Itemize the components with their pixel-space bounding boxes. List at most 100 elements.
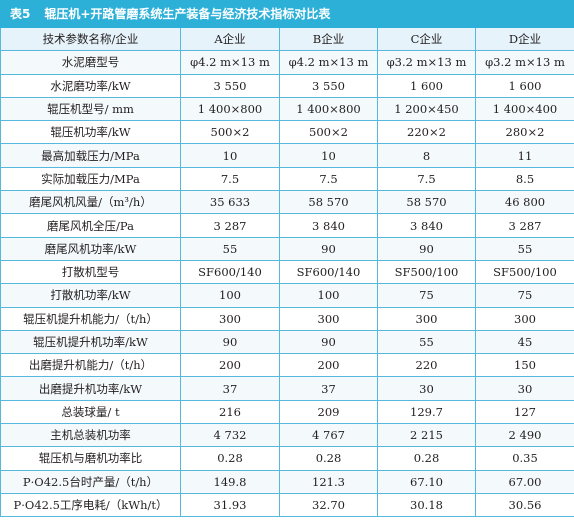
cell-parameter: 辊压机与磨机功率比: [0, 446, 181, 471]
table-row: P·O42.5工序电耗/（kWh/t） 31.93 32.70 30.18 30.56: [0, 493, 574, 518]
cell-c: 90: [377, 237, 476, 261]
cell-c: 3 840: [377, 213, 476, 238]
cell-c: 220: [377, 353, 476, 378]
cell-d: 1 400×400: [475, 97, 574, 122]
cell-parameter: P·O42.5台时产量/（t/h）: [0, 470, 181, 494]
cell-d: 3 287: [475, 213, 574, 238]
cell-d: φ3.2 m×13 m: [475, 50, 574, 75]
cell-b: 58 570: [279, 190, 378, 215]
cell-a: 3 287: [180, 213, 280, 238]
table-row: 水泥磨功率/kW 3 550 3 550 1 600 1 600: [0, 74, 574, 98]
table-row: 实际加载压力/MPa 7.5 7.5 7.5 8.5: [0, 167, 574, 192]
table-row: 水泥磨型号 φ4.2 m×13 m φ4.2 m×13 m φ3.2 m×13 m φ3…: [0, 50, 574, 75]
cell-a: 216: [180, 400, 280, 425]
cell-c: 0.28: [377, 446, 476, 471]
cell-b: 1 400×800: [279, 97, 378, 122]
table-row: 辊压机提升机功率/kW 90 90 55 45: [0, 330, 574, 355]
cell-d: 2 490: [475, 423, 574, 448]
table-row: 主机总装机功率 4 732 4 767 2 215 2 490: [0, 423, 574, 448]
table-row: 磨尾风机功率/kW 55 90 90 55: [0, 237, 574, 261]
table-row: 辊压机功率/kW 500×2 500×2 220×2 280×2: [0, 120, 574, 145]
cell-d: SF500/100: [475, 260, 574, 285]
cell-a: φ4.2 m×13 m: [180, 50, 280, 75]
cell-b: 209: [279, 400, 378, 425]
cell-a: 200: [180, 353, 280, 378]
cell-parameter: 磨尾风机功率/kW: [0, 237, 181, 261]
cell-parameter: 打散机型号: [0, 260, 181, 285]
cell-c: φ3.2 m×13 m: [377, 50, 476, 75]
cell-c: 75: [377, 283, 476, 308]
cell-a: 1 400×800: [180, 97, 280, 122]
table-row: 出磨提升机能力/（t/h） 200 200 220 150: [0, 353, 574, 378]
cell-c: 1 200×450: [377, 97, 476, 122]
cell-parameter: 出磨提升机功率/kW: [0, 376, 181, 401]
cell-a: 10: [180, 143, 280, 168]
header-row: 技术参数名称/企业 A企业 B企业 C企业 D企业: [0, 28, 574, 52]
cell-c: 1 600: [377, 74, 476, 98]
cell-c: 55: [377, 330, 476, 355]
cell-d: 1 600: [475, 74, 574, 98]
header-cell-parameter: 技术参数名称/企业: [0, 28, 181, 52]
table-number: 表5: [10, 7, 31, 21]
cell-c: 300: [377, 307, 476, 331]
table-row: 打散机型号 SF600/140 SF600/140 SF500/100 SF500/10…: [0, 260, 574, 285]
cell-b: 10: [279, 143, 378, 168]
cell-b: 32.70: [279, 493, 378, 518]
cell-a: 300: [180, 307, 280, 331]
table-row: 打散机功率/kW 100 100 75 75: [0, 283, 574, 308]
cell-d: 8.5: [475, 167, 574, 192]
cell-parameter: 主机总装机功率: [0, 423, 181, 448]
cell-d: 0.35: [475, 446, 574, 471]
header-cell-b: B企业: [279, 28, 378, 52]
cell-a: 37: [180, 376, 280, 401]
cell-parameter: 磨尾风机风量/（m³/h）: [0, 190, 181, 215]
table-row: 辊压机提升机能力/（t/h） 300 300 300 300: [0, 307, 574, 331]
cell-parameter: 辊压机提升机功率/kW: [0, 330, 181, 355]
cell-a: 3 550: [180, 74, 280, 98]
cell-parameter: 出磨提升机能力/（t/h）: [0, 353, 181, 378]
cell-b: 3 550: [279, 74, 378, 98]
table-row: P·O42.5台时产量/（t/h） 149.8 121.3 67.10 67.00: [0, 470, 574, 494]
cell-d: 46 800: [475, 190, 574, 215]
cell-b: 200: [279, 353, 378, 378]
header-cell-c: C企业: [377, 28, 476, 52]
cell-d: 127: [475, 400, 574, 425]
cell-parameter: 最高加载压力/MPa: [0, 143, 181, 168]
cell-b: φ4.2 m×13 m: [279, 50, 378, 75]
cell-parameter: 辊压机提升机能力/（t/h）: [0, 307, 181, 331]
cell-parameter: 辊压机功率/kW: [0, 120, 181, 145]
cell-d: 300: [475, 307, 574, 331]
cell-parameter: 打散机功率/kW: [0, 283, 181, 308]
cell-d: 55: [475, 237, 574, 261]
cell-c: 8: [377, 143, 476, 168]
comparison-table: 技术参数名称/企业 A企业 B企业 C企业 D企业 水泥磨型号 φ4.2 m×13…: [0, 28, 574, 518]
cell-b: 90: [279, 330, 378, 355]
cell-b: 121.3: [279, 470, 378, 494]
cell-parameter: 水泥磨型号: [0, 50, 181, 75]
cell-a: 500×2: [180, 120, 280, 145]
table-row: 出磨提升机功率/kW 37 37 30 30: [0, 376, 574, 401]
cell-c: 7.5: [377, 167, 476, 192]
cell-c: 58 570: [377, 190, 476, 215]
cell-b: 3 840: [279, 213, 378, 238]
cell-b: 300: [279, 307, 378, 331]
cell-a: 35 633: [180, 190, 280, 215]
cell-b: 37: [279, 376, 378, 401]
cell-parameter: 辊压机型号/ mm: [0, 97, 181, 122]
table-row: 最高加载压力/MPa 10 10 8 11: [0, 143, 574, 168]
cell-b: 4 767: [279, 423, 378, 448]
table-row: 辊压机与磨机功率比 0.28 0.28 0.28 0.35: [0, 446, 574, 471]
table-caption: 表5 辊压机+开路管磨系统生产装备与经济技术指标对比表: [0, 0, 574, 28]
cell-c: 220×2: [377, 120, 476, 145]
cell-d: 11: [475, 143, 574, 168]
cell-parameter: 实际加载压力/MPa: [0, 167, 181, 192]
cell-parameter: 水泥磨功率/kW: [0, 74, 181, 98]
cell-parameter: 磨尾风机全压/Pa: [0, 213, 181, 238]
cell-b: 7.5: [279, 167, 378, 192]
cell-c: 129.7: [377, 400, 476, 425]
table-row: 总装球量/ t 216 209 129.7 127: [0, 400, 574, 425]
cell-b: 0.28: [279, 446, 378, 471]
cell-c: 30: [377, 376, 476, 401]
cell-a: 4 732: [180, 423, 280, 448]
